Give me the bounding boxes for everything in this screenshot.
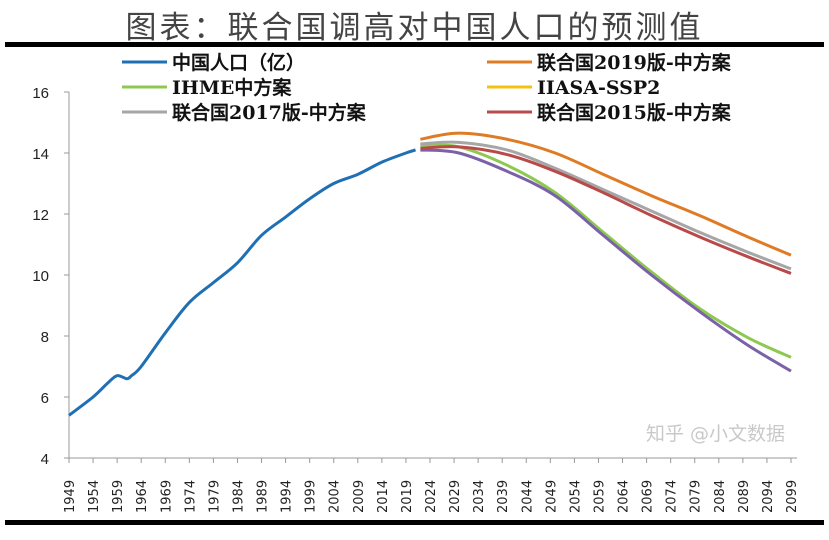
x-tick-label: 2049 [544, 480, 559, 513]
series-line-2 [420, 143, 792, 359]
legend-label-1: 联合国2019版-中方案 [537, 51, 732, 74]
x-tick-label: 2019 [400, 480, 415, 513]
x-tick-label: 2004 [328, 480, 343, 513]
series-line-4 [420, 140, 792, 271]
x-tick-label: 2079 [689, 480, 704, 513]
x-tick-label: 1984 [231, 480, 246, 513]
x-tick-label: 1949 [63, 480, 78, 513]
x-tick-label: 1974 [183, 480, 198, 513]
x-tick-label: 2039 [496, 480, 511, 513]
x-tick-label: 1954 [87, 480, 102, 513]
x-tick-label: 2034 [472, 480, 487, 513]
x-tick-label: 2074 [665, 480, 680, 513]
x-tick-label: 1979 [207, 480, 222, 513]
legend-label-0: 中国人口（亿） [172, 51, 305, 74]
series-line-3 [420, 148, 792, 373]
x-tick-label: 2099 [785, 480, 800, 513]
y-tick-label: 14 [32, 146, 49, 163]
x-tick-label: 1959 [111, 480, 126, 513]
x-tick-label: 1964 [135, 480, 150, 513]
watermark: 知乎 @小文数据 [646, 423, 785, 445]
y-tick-label: 10 [32, 268, 49, 285]
x-tick-label: 2054 [568, 480, 583, 513]
x-tick-label: 1999 [304, 480, 319, 513]
x-tick-label: 2009 [352, 480, 367, 513]
y-tick-label: 12 [32, 207, 49, 224]
y-tick-label: 4 [41, 451, 49, 468]
y-tick-label: 16 [32, 85, 49, 102]
x-tick-label: 2059 [592, 480, 607, 513]
x-tick-label: 2089 [737, 480, 752, 513]
x-tick-label: 2029 [448, 480, 463, 513]
x-tick-label: 2024 [424, 480, 439, 513]
x-tick-label: 1994 [280, 480, 295, 513]
top-rule [5, 42, 824, 47]
y-tick-label: 8 [41, 329, 49, 346]
series-line-1 [420, 131, 792, 257]
legend-label-5: 联合国2015版-中方案 [537, 101, 732, 124]
legend-label-2: IHME中方案 [172, 76, 292, 99]
legend-label-3: IIASA-SSP2 [537, 77, 660, 99]
x-tick-label: 2084 [713, 480, 728, 513]
x-tick-label: 2094 [761, 480, 776, 513]
series-line-0 [68, 148, 417, 417]
legend-label-4: 联合国2017版-中方案 [172, 101, 367, 124]
series-line-5 [420, 145, 792, 275]
y-tick-label: 6 [41, 390, 49, 407]
x-tick-label: 2064 [617, 480, 632, 513]
x-tick-label: 1969 [159, 480, 174, 513]
x-tick-label: 2044 [520, 480, 535, 513]
x-tick-label: 1989 [256, 480, 271, 513]
chart-title: 图表：联合国调高对中国人口的预测值 [125, 10, 704, 46]
bottom-rule [5, 520, 824, 525]
x-tick-label: 2069 [641, 480, 656, 513]
x-tick-label: 2014 [376, 480, 391, 513]
